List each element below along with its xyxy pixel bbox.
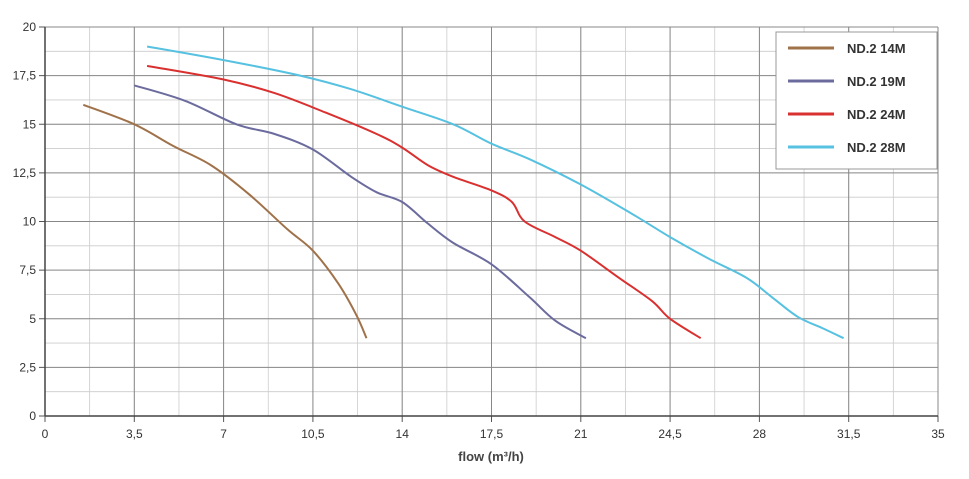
y-tick-label: 7,5 [19,263,36,277]
legend: ND.2 14M ND.2 19M ND.2 24M ND.2 28M [775,31,938,170]
legend-label: ND.2 19M [847,74,906,89]
series-lines [82,45,845,340]
y-tick-label: 12,5 [13,166,37,180]
series-line-nd-2-28m [146,45,845,340]
x-tick-label: 10,5 [301,427,325,441]
x-tick-label: 7 [220,427,227,441]
x-tick-label: 0 [42,427,49,441]
x-tick-label: 21 [574,427,588,441]
y-tick-label: 15 [23,117,37,131]
series-line-nd-2-24m [146,64,702,340]
y-tick-label: 0 [29,409,36,423]
series-line-nd-2-19m [134,84,587,340]
x-tick-label: 14 [396,427,410,441]
x-tick-label: 28 [753,427,767,441]
axes [44,27,938,417]
y-tick-label: 10 [23,215,37,229]
x-tick-label: 24,5 [658,427,682,441]
legend-label: ND.2 14M [847,41,906,56]
x-tick-label: 31,5 [837,427,861,441]
x-tick-label: 35 [931,427,945,441]
y-tick-label: 5 [29,312,36,326]
y-tick-label: 2,5 [19,360,36,374]
x-tick-label: 17,5 [480,427,504,441]
x-tick-labels: 0 3,5 7 10,5 14 17,5 21 24,5 28 31,5 35 [42,427,945,441]
series-line-nd-2-14m [82,103,368,339]
legend-label: ND.2 24M [847,107,906,122]
y-tick-labels: 0 2,5 5 7,5 10 12,5 15 17,5 20 [13,20,37,423]
y-tick-label: 20 [23,20,37,34]
x-axis-label: flow (m³/h) [458,449,524,464]
y-tick-label: 17,5 [13,69,37,83]
x-tick-label: 3,5 [126,427,143,441]
legend-label: ND.2 28M [847,140,906,155]
